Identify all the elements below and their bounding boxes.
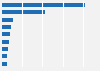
Bar	[2, 47, 8, 51]
Bar	[2, 40, 9, 44]
Bar	[2, 25, 11, 29]
Bar	[2, 54, 7, 58]
Bar	[2, 3, 85, 7]
Bar	[2, 10, 46, 14]
Bar	[2, 62, 6, 66]
Bar	[2, 32, 10, 36]
Bar	[2, 18, 13, 22]
